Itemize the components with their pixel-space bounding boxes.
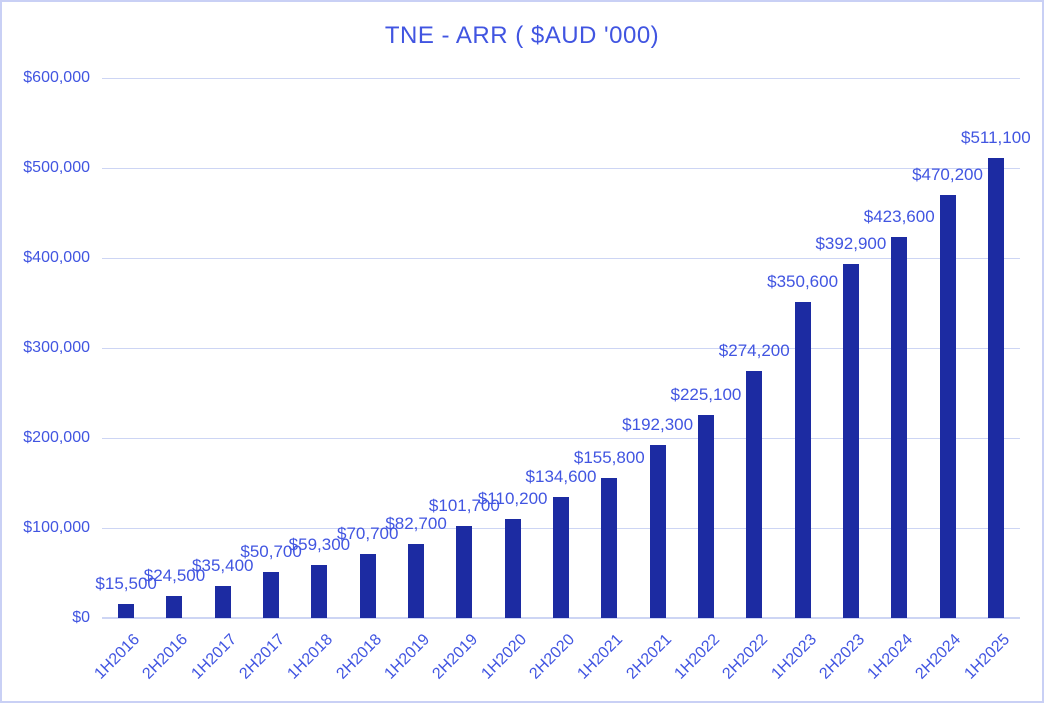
x-axis-tick-label: 1H2021	[574, 631, 627, 683]
bar	[214, 586, 231, 618]
bar-value-label: $101,700	[428, 496, 500, 516]
bar	[311, 564, 328, 618]
y-axis-tick-label: $0	[72, 609, 90, 626]
bar-value-label: $274,200	[718, 341, 790, 361]
x-axis-tick-label: 2H2024	[912, 631, 965, 683]
gridline	[102, 78, 1020, 79]
bar-value-label: $470,200	[912, 164, 983, 184]
bar	[504, 518, 521, 618]
gridline	[102, 168, 1020, 169]
bar	[891, 236, 908, 618]
bar	[263, 572, 280, 618]
y-axis-tick-label: $300,000	[23, 339, 90, 356]
x-axis-tick-label: 2H2022	[719, 631, 772, 683]
y-axis-tick-label: $500,000	[23, 159, 90, 176]
gridline	[102, 348, 1020, 349]
x-axis-tick-label: 2H2016	[139, 631, 192, 683]
x-axis-tick-label: 2H2017	[236, 631, 289, 683]
gridline	[102, 258, 1020, 259]
bar-value-label: $192,300	[622, 414, 694, 434]
bar	[939, 194, 956, 618]
x-axis-tick-label: 1H2019	[381, 631, 434, 683]
bar-value-label: $155,800	[573, 447, 645, 467]
x-axis-tick-label: 1H2016	[91, 631, 144, 683]
chart-title: TNE - ARR ( $AUD '000)	[384, 22, 660, 49]
bar-value-label: $35,400	[192, 556, 254, 576]
bar	[697, 415, 714, 618]
bar	[456, 526, 473, 618]
bar	[408, 543, 425, 618]
x-axis-tick-label: 1H2022	[671, 631, 723, 683]
bar-value-label: $59,300	[288, 534, 351, 554]
x-axis-tick-label: 1H2023	[767, 631, 820, 683]
bar-value-label: $70,700	[337, 524, 399, 544]
y-axis-tick-label: $100,000	[23, 519, 90, 536]
bar-value-label: $225,100	[670, 385, 742, 405]
bar	[553, 496, 569, 618]
x-axis-tick-label: 2H2018	[333, 631, 385, 683]
bar	[987, 158, 1004, 618]
x-axis-tick-label: 1H2018	[284, 631, 337, 683]
x-axis-tick-label: 2H2020	[526, 631, 579, 683]
bar-value-label: $134,600	[525, 466, 597, 486]
y-axis-tick-label: $200,000	[23, 429, 90, 446]
x-axis-tick-label: 2H2021	[623, 631, 675, 683]
x-axis-tick-label: 2H2019	[429, 631, 482, 683]
gridline	[102, 438, 1020, 439]
x-axis-tick-label: 1H2020	[478, 631, 530, 683]
bar-value-label: $24,500	[143, 565, 206, 585]
bar-value-label: $82,700	[385, 513, 447, 533]
x-axis-tick-label: 1H2017	[188, 631, 240, 683]
bar-value-label: $511,100	[961, 128, 1031, 147]
gridline	[102, 617, 1020, 619]
bar	[359, 554, 376, 618]
bar	[649, 444, 666, 618]
bar-value-label: $15,500	[95, 574, 157, 594]
y-axis-tick-label: $600,000	[23, 69, 90, 86]
x-axis-tick-label: 1H2024	[864, 631, 917, 683]
y-axis-tick-label: $400,000	[23, 249, 90, 266]
bar	[746, 371, 763, 618]
bar	[166, 595, 183, 618]
bar-value-label: $392,900	[815, 234, 887, 254]
bar	[794, 302, 811, 618]
x-axis-tick-label: 2H2023	[816, 631, 868, 683]
bar-value-label: $423,600	[863, 206, 935, 226]
bar-value-label: $50,700	[240, 542, 302, 562]
bar-value-label: $350,600	[767, 272, 839, 292]
x-axis-tick-label: 1H2025	[961, 631, 1013, 683]
bar	[601, 477, 618, 618]
bar	[118, 604, 135, 618]
bar	[842, 264, 859, 618]
bar-value-label: $110,200	[477, 488, 548, 508]
